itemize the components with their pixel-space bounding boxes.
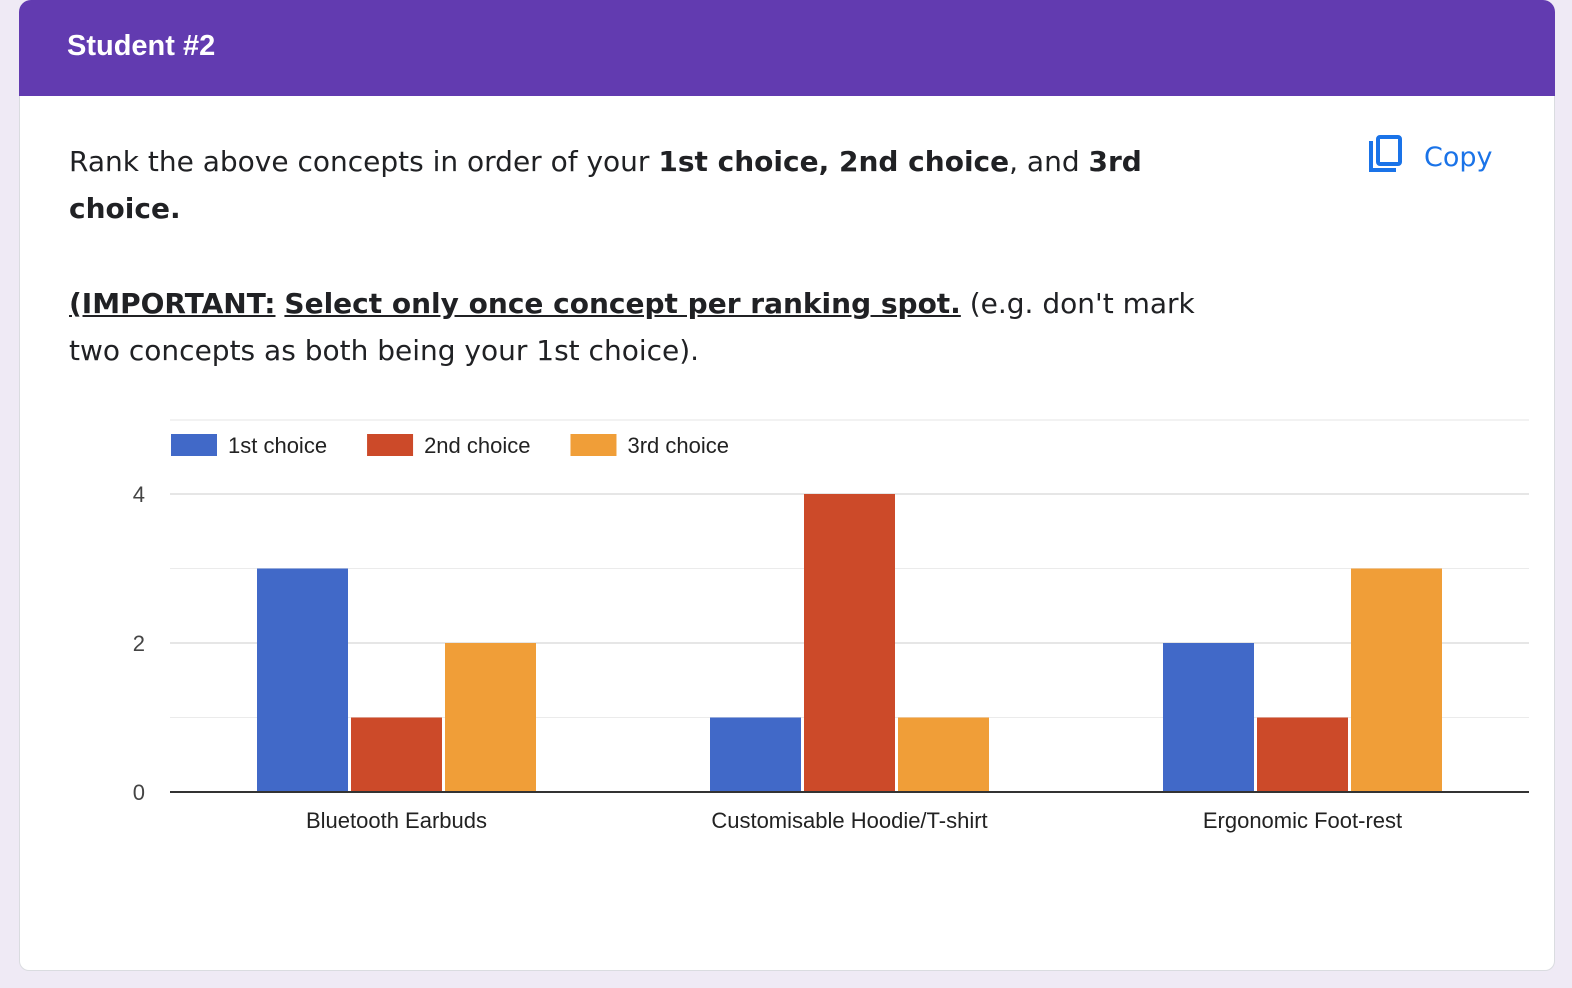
bar bbox=[445, 643, 536, 792]
question-line-1: Rank the above concepts in order of your… bbox=[69, 138, 1249, 232]
section-header: Student #2 bbox=[19, 0, 1555, 96]
bar bbox=[257, 568, 348, 792]
question-prefix: Rank the above concepts in order of your bbox=[69, 145, 659, 178]
question-bold-third: 3rd choice. bbox=[69, 145, 1142, 225]
important-label: (IMPORTANT: bbox=[69, 287, 276, 320]
x-tick-label: Customisable Hoodie/T-shirt bbox=[711, 808, 987, 833]
legend-swatch bbox=[171, 434, 217, 456]
copy-label: Copy bbox=[1424, 141, 1493, 173]
important-text: Select only once concept per ranking spo… bbox=[284, 287, 961, 320]
y-tick-label: 0 bbox=[133, 780, 145, 805]
bar bbox=[1257, 717, 1348, 792]
question-bold-choices: 1st choice, 2nd choice bbox=[658, 145, 1010, 178]
legend-label: 2nd choice bbox=[424, 433, 530, 458]
question-mid: , and bbox=[1009, 145, 1089, 178]
question-text: Rank the above concepts in order of your… bbox=[69, 138, 1249, 374]
y-tick-label: 4 bbox=[133, 482, 145, 507]
question-note: (IMPORTANT: Select only once concept per… bbox=[69, 280, 1249, 374]
bar bbox=[1351, 568, 1442, 792]
x-tick-label: Ergonomic Foot-rest bbox=[1203, 808, 1402, 833]
legend-swatch bbox=[367, 434, 414, 456]
bar bbox=[710, 717, 801, 792]
bar bbox=[351, 717, 442, 792]
copy-icon bbox=[1368, 134, 1424, 181]
section-title: Student #2 bbox=[67, 30, 216, 62]
copy-button[interactable]: Copy bbox=[1368, 134, 1493, 180]
bar bbox=[898, 717, 989, 792]
bar bbox=[1163, 643, 1254, 792]
legend-swatch bbox=[570, 434, 617, 456]
legend-label: 3rd choice bbox=[627, 433, 729, 458]
y-tick-label: 2 bbox=[133, 631, 145, 656]
bar bbox=[804, 494, 895, 792]
question-tail: (e.g. don't mark two concepts as both be… bbox=[69, 287, 1195, 367]
question-card: Rank the above concepts in order of your… bbox=[19, 96, 1555, 971]
legend-label: 1st choice bbox=[228, 433, 327, 458]
x-tick-label: Bluetooth Earbuds bbox=[306, 808, 487, 833]
